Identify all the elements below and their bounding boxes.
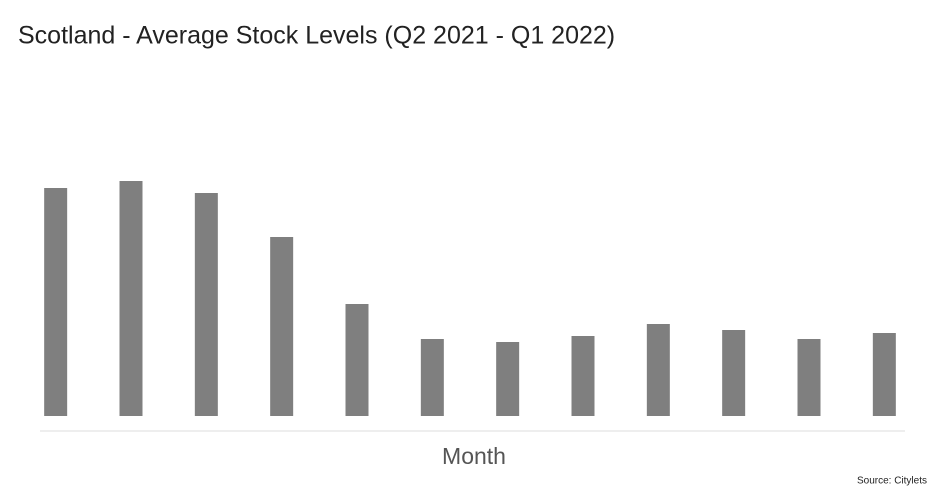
bar (420, 339, 444, 416)
x-axis-label: Month (442, 443, 506, 469)
bar (646, 324, 670, 416)
bar (722, 330, 746, 416)
chart-title: Scotland - Average Stock Levels (Q2 2021… (18, 22, 615, 50)
bar (44, 188, 68, 416)
bar (345, 304, 369, 416)
bar (194, 193, 218, 416)
source: Source: Citylets (857, 476, 927, 487)
bar (571, 336, 595, 416)
bar (872, 333, 896, 416)
bar (270, 237, 294, 416)
bar (119, 181, 143, 416)
bar (496, 342, 520, 416)
bar (797, 339, 821, 416)
